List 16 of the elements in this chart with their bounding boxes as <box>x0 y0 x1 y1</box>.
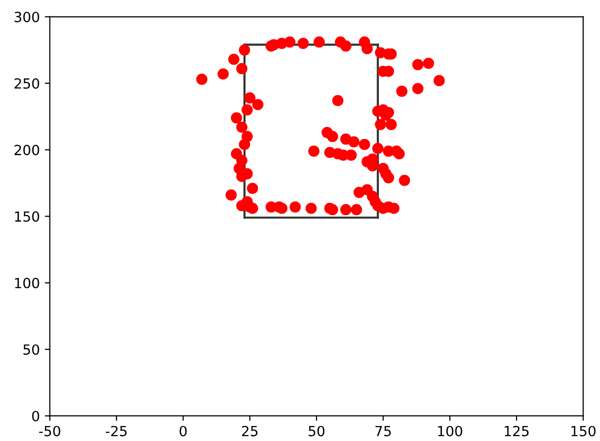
x-tick-label: 150 <box>571 426 596 436</box>
y-tick-label: 150 <box>15 211 40 222</box>
y-tick-label: 200 <box>14 144 40 156</box>
y-tick-label: 250 <box>14 78 40 89</box>
x-tick-label: 100 <box>438 426 462 436</box>
y-tick-label: 50 <box>23 344 40 355</box>
x-tick-label: 25 <box>242 426 258 436</box>
x-tick-label: 50 <box>308 426 324 436</box>
y-tick-label: 100 <box>15 278 40 288</box>
x-tick-label: 0 <box>180 426 187 436</box>
x-tick-label: -50 <box>39 426 60 436</box>
y-tick-label: 300 <box>14 12 40 22</box>
x-tick-label: 75 <box>375 426 391 436</box>
y-tick-label: 0 <box>32 410 40 422</box>
x-tick-label: -25 <box>106 426 127 436</box>
x-tick-label: 125 <box>504 426 529 436</box>
